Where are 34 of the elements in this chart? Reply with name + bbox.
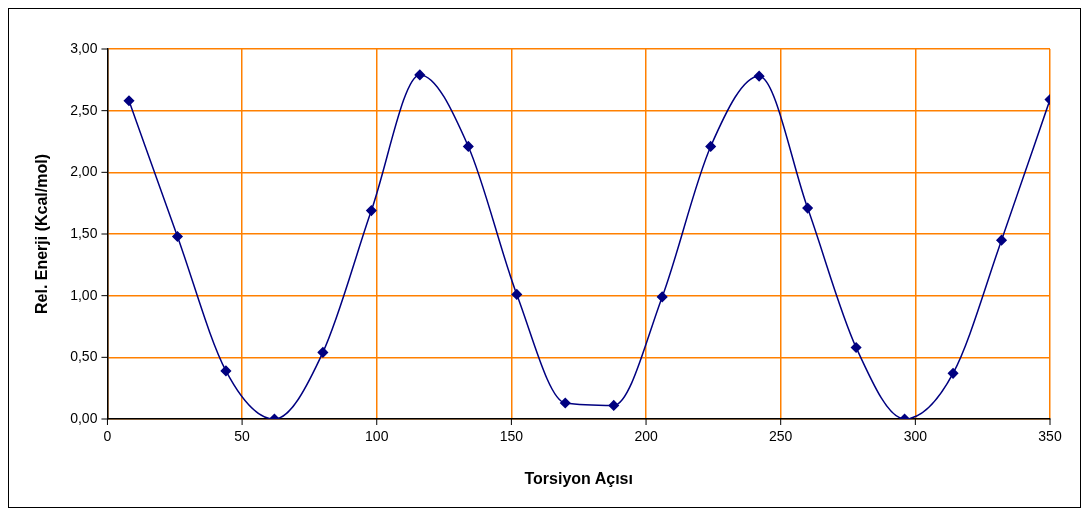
x-axis-title: Torsiyon Açısı [524,469,633,487]
point [511,289,523,300]
x-tick-label: 150 [499,428,524,445]
x-tick-label: 300 [903,428,928,445]
x-tick-label: 50 [234,428,251,445]
point [123,95,135,107]
y-tick-label: 3,00 [70,39,98,56]
x-tick-label: 200 [634,428,658,445]
x-tick-label: 100 [365,428,389,445]
x-tick-label: 350 [1038,428,1062,445]
y-tick-label: 2,50 [70,101,98,118]
x-tick-label: 250 [769,428,793,445]
point [317,347,329,358]
point [705,141,716,152]
point [656,291,668,303]
point [463,141,474,152]
point [560,397,571,409]
point [753,70,765,82]
point [220,365,232,377]
point [172,231,183,242]
point [947,368,959,379]
point [366,205,377,216]
point [608,400,619,411]
point [802,202,813,214]
y-tick-label: 0,50 [70,348,98,365]
y-tick-label: 1,50 [70,224,98,241]
y-tick-label: 2,00 [70,163,98,180]
y-tick-label: 1,00 [70,286,98,303]
point [850,342,862,353]
x-tick-label: 0 [103,428,112,445]
y-axis-title: Rel. Enerji (Kcal/mol) [33,153,51,315]
point [414,69,426,81]
point [996,234,1007,246]
y-tick-label: 0,00 [70,409,98,426]
